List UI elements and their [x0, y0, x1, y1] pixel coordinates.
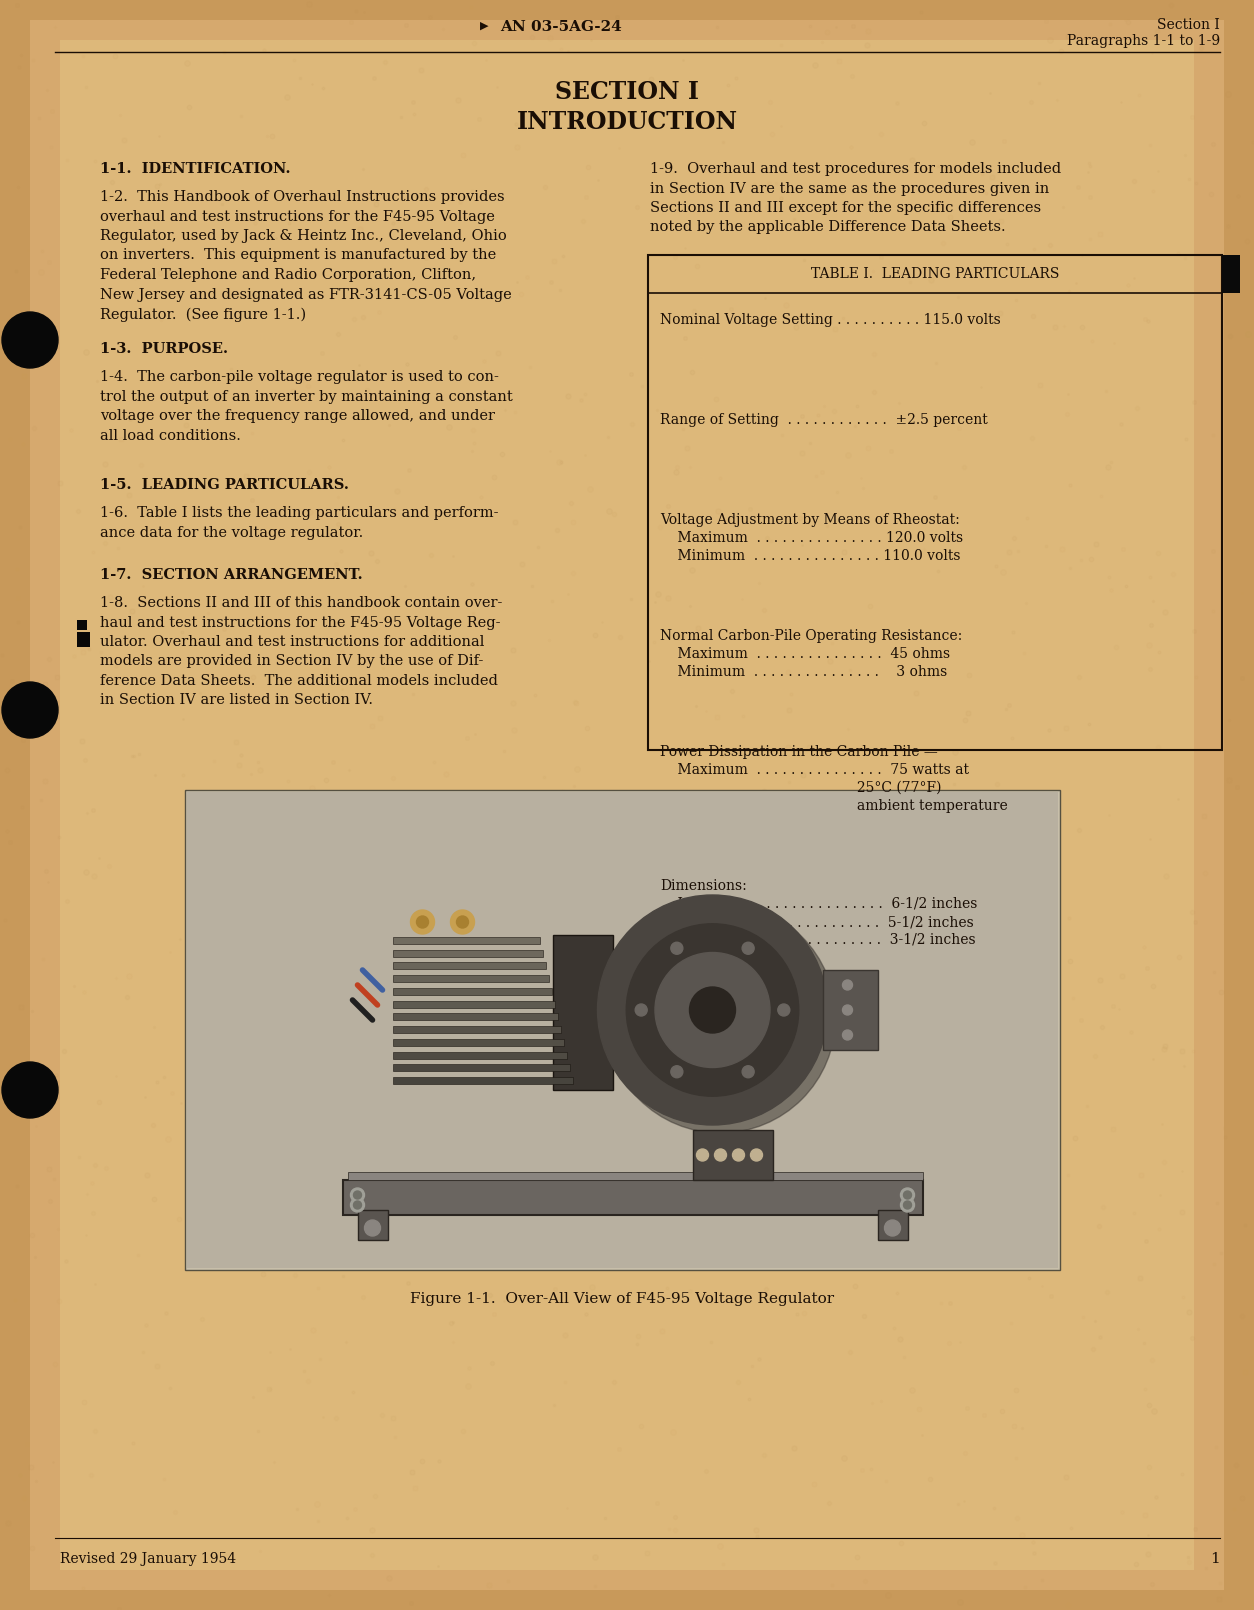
- Bar: [347, 1172, 923, 1180]
- Circle shape: [900, 1188, 914, 1203]
- Text: Nominal Voltage Setting . . . . . . . . . . 115.0 volts: Nominal Voltage Setting . . . . . . . . …: [660, 312, 1001, 327]
- Text: 1-1.  IDENTIFICATION.: 1-1. IDENTIFICATION.: [100, 163, 291, 175]
- Text: Dimensions:: Dimensions:: [660, 879, 746, 894]
- Circle shape: [354, 1201, 361, 1209]
- Circle shape: [690, 987, 736, 1034]
- Bar: [393, 963, 545, 969]
- Circle shape: [843, 1030, 853, 1040]
- Text: Revised 29 January 1954: Revised 29 January 1954: [60, 1552, 236, 1567]
- Text: ambient temperature: ambient temperature: [660, 799, 1008, 813]
- Text: Voltage Adjustment by Means of Rheostat:: Voltage Adjustment by Means of Rheostat:: [660, 514, 959, 526]
- Text: 1-5.  LEADING PARTICULARS.: 1-5. LEADING PARTICULARS.: [100, 478, 349, 493]
- Bar: [393, 989, 552, 995]
- Text: 1-2.  This Handbook of Overhaul Instructions provides
overhaul and test instruct: 1-2. This Handbook of Overhaul Instructi…: [100, 190, 512, 322]
- Text: TABLE I.  LEADING PARTICULARS: TABLE I. LEADING PARTICULARS: [811, 267, 1060, 282]
- Bar: [393, 1051, 567, 1058]
- Text: Minimum  . . . . . . . . . . . . . . .    3 ohms: Minimum . . . . . . . . . . . . . . . 3 …: [660, 665, 947, 679]
- Circle shape: [636, 1005, 647, 1016]
- Circle shape: [696, 1150, 709, 1161]
- Circle shape: [742, 1066, 754, 1077]
- Bar: [393, 950, 543, 956]
- Circle shape: [351, 1188, 365, 1203]
- Text: Length . . . . . . . . . . . . . . . . . .  6-1/2 inches: Length . . . . . . . . . . . . . . . . .…: [660, 897, 977, 911]
- Circle shape: [3, 1063, 58, 1117]
- Bar: [342, 1180, 923, 1216]
- Bar: [393, 1013, 558, 1021]
- Circle shape: [715, 1150, 726, 1161]
- Circle shape: [410, 910, 434, 934]
- Bar: [393, 1038, 563, 1046]
- Text: Width  . . . . . . . . . . . . . . . . . .  5-1/2 inches: Width . . . . . . . . . . . . . . . . . …: [660, 914, 974, 929]
- Bar: [393, 937, 539, 943]
- Circle shape: [597, 895, 828, 1125]
- Circle shape: [671, 1066, 683, 1077]
- Text: 1-3.  PURPOSE.: 1-3. PURPOSE.: [100, 341, 228, 356]
- Text: Range of Setting  . . . . . . . . . . . .  ±2.5 percent: Range of Setting . . . . . . . . . . . .…: [660, 414, 988, 427]
- Circle shape: [3, 312, 58, 369]
- Circle shape: [351, 1198, 365, 1212]
- Circle shape: [777, 1005, 790, 1016]
- Circle shape: [450, 910, 474, 934]
- Text: Height . . . . . . . . . . . . . . . . . .  3-1/2 inches: Height . . . . . . . . . . . . . . . . .…: [660, 934, 976, 947]
- Circle shape: [900, 1198, 914, 1212]
- Circle shape: [655, 953, 770, 1067]
- Bar: [393, 976, 548, 982]
- Text: 1-8.  Sections II and III of this handbook contain over-
haul and test instructi: 1-8. Sections II and III of this handboo…: [100, 596, 503, 707]
- Bar: [393, 1064, 569, 1071]
- Circle shape: [416, 916, 429, 927]
- Circle shape: [732, 1150, 745, 1161]
- Text: 1-7.  SECTION ARRANGEMENT.: 1-7. SECTION ARRANGEMENT.: [100, 568, 362, 581]
- Bar: [823, 969, 878, 1050]
- Text: INTRODUCTION: INTRODUCTION: [517, 109, 737, 134]
- Bar: [393, 1001, 554, 1008]
- Text: 1: 1: [1210, 1552, 1220, 1567]
- Text: Maximum  . . . . . . . . . . . . . . .  75 watts at: Maximum . . . . . . . . . . . . . . . 75…: [660, 763, 969, 778]
- Text: 1-9.  Overhaul and test procedures for models included
in Section IV are the sam: 1-9. Overhaul and test procedures for mo…: [650, 163, 1061, 235]
- Bar: [357, 1211, 387, 1240]
- Circle shape: [365, 1220, 380, 1236]
- Text: 25°C (77°F): 25°C (77°F): [660, 781, 942, 795]
- Text: Minimum  . . . . . . . . . . . . . . . 110.0 volts: Minimum . . . . . . . . . . . . . . . 11…: [660, 549, 961, 563]
- Text: Power Dissipation in the Carbon Pile —: Power Dissipation in the Carbon Pile —: [660, 745, 938, 758]
- Text: Maximum  . . . . . . . . . . . . . . . 120.0 volts: Maximum . . . . . . . . . . . . . . . 12…: [660, 531, 963, 546]
- Text: 1-6.  Table I lists the leading particulars and perform-
ance data for the volta: 1-6. Table I lists the leading particula…: [100, 506, 499, 539]
- Bar: [553, 935, 612, 1090]
- Text: Section I: Section I: [1157, 18, 1220, 32]
- Circle shape: [903, 1191, 912, 1199]
- Bar: [393, 1026, 561, 1034]
- Circle shape: [884, 1220, 900, 1236]
- Bar: [186, 791, 1060, 1270]
- Circle shape: [3, 683, 58, 737]
- Text: Maximum  . . . . . . . . . . . . . . .  45 ohms: Maximum . . . . . . . . . . . . . . . 45…: [660, 647, 951, 662]
- Bar: [76, 620, 87, 630]
- Circle shape: [671, 942, 683, 955]
- Bar: [187, 792, 1058, 1269]
- Bar: [692, 1130, 772, 1180]
- Text: Figure 1-1.  Over-All View of F45-95 Voltage Regulator: Figure 1-1. Over-All View of F45-95 Volt…: [410, 1291, 835, 1306]
- Bar: [1221, 254, 1240, 293]
- Text: SECTION I: SECTION I: [556, 80, 698, 105]
- Text: Paragraphs 1-1 to 1-9: Paragraphs 1-1 to 1-9: [1067, 34, 1220, 48]
- Bar: [648, 254, 1221, 750]
- Circle shape: [843, 1005, 853, 1014]
- Circle shape: [750, 1150, 762, 1161]
- Bar: [878, 1211, 908, 1240]
- Circle shape: [843, 980, 853, 990]
- Text: AN 03-5AG-24: AN 03-5AG-24: [500, 19, 622, 34]
- Text: Normal Carbon-Pile Operating Resistance:: Normal Carbon-Pile Operating Resistance:: [660, 630, 962, 642]
- Circle shape: [606, 903, 835, 1133]
- Circle shape: [354, 1191, 361, 1199]
- Circle shape: [742, 942, 754, 955]
- Bar: [393, 1077, 573, 1084]
- Circle shape: [626, 924, 799, 1096]
- Circle shape: [903, 1201, 912, 1209]
- Bar: [76, 633, 90, 647]
- Circle shape: [456, 916, 469, 927]
- Text: 1-4.  The carbon-pile voltage regulator is used to con-
trol the output of an in: 1-4. The carbon-pile voltage regulator i…: [100, 370, 513, 443]
- Text: ▶: ▶: [480, 19, 489, 31]
